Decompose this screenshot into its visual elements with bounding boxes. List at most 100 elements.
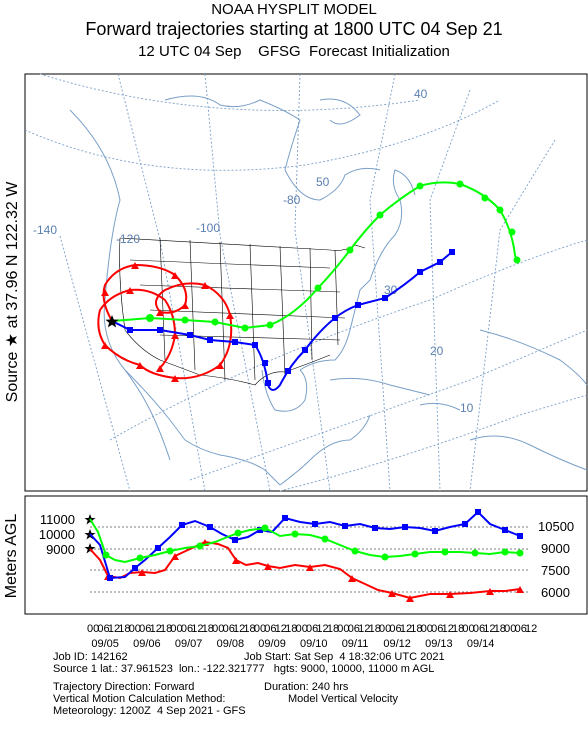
meteorology: Meteorology: 1200Z 4 Sep 2021 - GFS (53, 705, 246, 717)
height-left-ticks: 11000 10000 9000 (39, 512, 75, 557)
date-tick: 09/09 (258, 638, 286, 650)
duration: Duration: 240 hrs (264, 681, 349, 693)
hour-tick: 12 (150, 623, 162, 635)
hour-tick: 00 (504, 623, 516, 635)
hour-tick: 12 (400, 623, 412, 635)
hour-tick: 00 (462, 623, 474, 635)
height-blue (89, 510, 521, 580)
lat-label-10: 10 (460, 401, 474, 415)
hour-tick: 00 (254, 623, 266, 635)
lat-label-40: 40 (414, 87, 428, 101)
hour-tick: 06 (431, 623, 443, 635)
date-tick: 09/06 (133, 638, 161, 650)
hour-tick: 06 (515, 623, 527, 635)
us-borders (119, 237, 366, 386)
hour-tick: 00 (337, 623, 349, 635)
vertical-method: Vertical Motion Calculation Method: (53, 693, 226, 705)
date-tick: 09/07 (175, 638, 203, 650)
hour-tick-labels: 0006121800061218000612180006121800061218… (87, 623, 537, 635)
trajectory-direction: Trajectory Direction: Forward (53, 681, 195, 693)
hour-tick: 00 (421, 623, 433, 635)
traj-blue-markers (127, 249, 455, 386)
height-green-markers (102, 524, 524, 562)
hour-tick: 06 (306, 623, 318, 635)
hour-tick: 12 (442, 623, 454, 635)
lon-label-120: -120 (116, 232, 140, 246)
hour-tick: 18 (452, 623, 464, 635)
lat-label-30: 30 (384, 283, 398, 297)
hour-tick: 18 (243, 623, 255, 635)
hour-tick: 12 (483, 623, 495, 635)
date-tick: 09/12 (383, 638, 411, 650)
date-tick: 09/11 (342, 638, 369, 650)
map-frame (24, 73, 588, 492)
lon-label-80: -80 (283, 193, 301, 207)
hour-tick: 12 (275, 623, 287, 635)
hour-tick: 12 (108, 623, 120, 635)
right-tick-7500: 7500 (541, 563, 570, 578)
hour-tick: 00 (296, 623, 308, 635)
hour-tick: 18 (369, 623, 381, 635)
hour-tick: 00 (170, 623, 182, 635)
lon-label-140: -140 (33, 223, 57, 237)
traj-green-markers (146, 180, 521, 332)
lat-label-50: 50 (316, 175, 330, 189)
hour-tick: 12 (358, 623, 370, 635)
hour-tick: 18 (494, 623, 506, 635)
hour-tick: 06 (389, 623, 401, 635)
hour-tick: 18 (285, 623, 297, 635)
graticule (24, 73, 588, 492)
hour-tick: 12 (316, 623, 328, 635)
job-id: Job ID: 142162 (53, 651, 128, 663)
left-tick-9000: 9000 (46, 542, 75, 557)
hour-tick: 18 (202, 623, 214, 635)
hour-tick: 06 (264, 623, 276, 635)
hour-tick: 18 (160, 623, 172, 635)
hour-tick: 00 (87, 623, 99, 635)
lat-label-20: 20 (430, 344, 444, 358)
hour-tick: 12 (191, 623, 203, 635)
job-start: Job Start: Sat Sep 4 18:32:06 UTC 2021 (244, 651, 445, 663)
title-main: Forward trajectories starting at 1800 UT… (85, 19, 503, 39)
hour-tick: 06 (348, 623, 360, 635)
traj-red-markers (101, 262, 234, 382)
date-tick-labels: 09/05 09/06 09/07 09/08 09/09 09/10 09/11 09/12… (91, 638, 494, 650)
title-model: NOAA HYSPLIT MODEL (211, 1, 377, 18)
right-tick-6000: 6000 (541, 585, 570, 600)
date-tick: 09/10 (300, 638, 328, 650)
date-tick: 09/08 (217, 638, 245, 650)
date-tick: 09/13 (425, 638, 453, 650)
vertical-method-value: Model Vertical Velocity (288, 693, 399, 705)
hour-tick: 00 (129, 623, 141, 635)
hour-tick: 00 (379, 623, 391, 635)
hour-tick: 18 (327, 623, 339, 635)
source-details: Source 1 lat.: 37.961523 lon.: -122.3217… (53, 663, 435, 675)
traj-green (111, 181, 518, 330)
height-right-ticks: 10500 9000 7500 6000 (538, 519, 574, 600)
left-tick-10000: 10000 (39, 527, 75, 542)
hour-tick: 12 (525, 623, 537, 635)
date-tick: 09/05 (91, 638, 119, 650)
height-blue-markers (107, 509, 523, 581)
right-tick-10500: 10500 (538, 519, 574, 534)
source-star (105, 315, 119, 328)
hour-tick: 06 (223, 623, 235, 635)
hour-tick: 06 (181, 623, 193, 635)
date-tick: 09/14 (467, 638, 495, 650)
hour-tick: 18 (118, 623, 130, 635)
hour-tick: 06 (139, 623, 151, 635)
hour-tick: 00 (212, 623, 224, 635)
left-tick-11000: 11000 (40, 512, 75, 527)
lon-label-100: -100 (196, 221, 220, 235)
traj-blue (111, 251, 453, 391)
map-grid-labels: 40 50 30 20 10 -140 -120 -100 -80 (33, 87, 474, 415)
right-tick-9000: 9000 (541, 541, 570, 556)
job-info-box: Job ID: 142162 Job Start: Sat Sep 4 18:3… (24, 651, 588, 730)
height-gridlines (90, 526, 528, 593)
hour-tick: 06 (97, 623, 109, 635)
hour-tick: 12 (233, 623, 245, 635)
hour-tick: 06 (473, 623, 485, 635)
hour-tick: 18 (410, 623, 422, 635)
title-initialization: 12 UTC 04 Sep GFSG Forecast Initializati… (138, 43, 450, 60)
